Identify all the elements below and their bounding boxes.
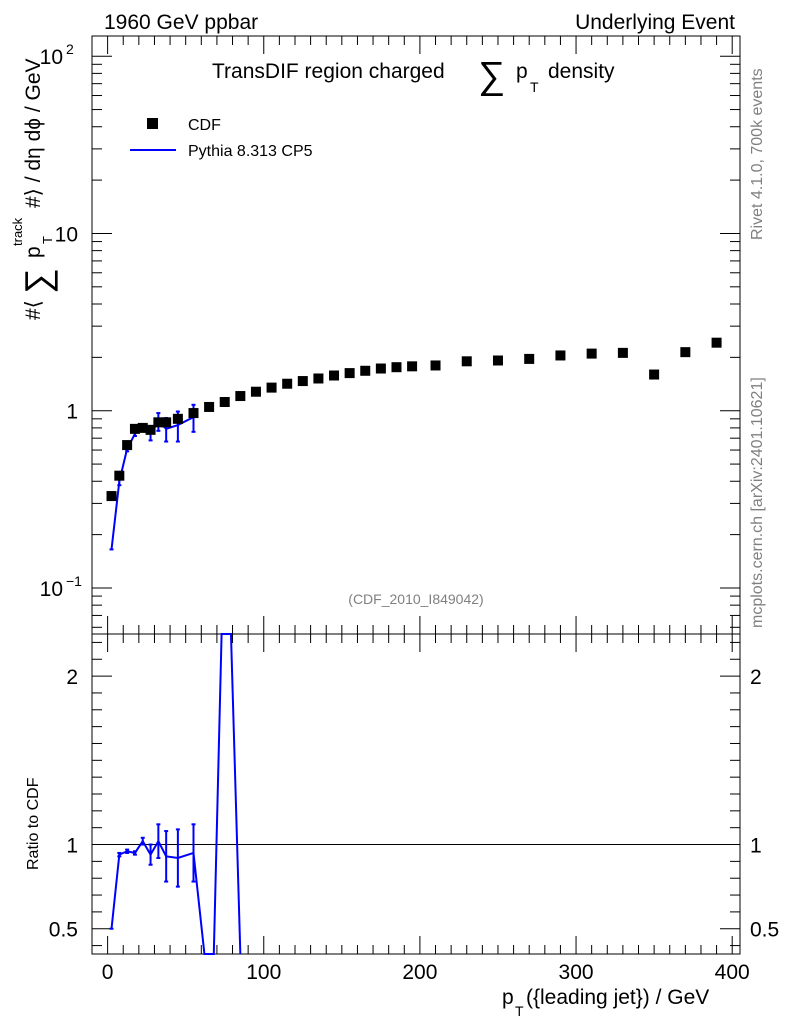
x-tick-label: 0 [102,961,114,984]
cdf-data-point [137,422,148,433]
legend-mc-label: Pythia 8.313 CP5 [188,143,313,160]
svg-text:density: density [548,60,615,83]
plot-title: TransDIF region charged ∑ p T density [212,55,615,97]
cdf-data-point [430,360,441,371]
cdf-data-point [680,347,691,358]
rivet-label: Rivet 4.1.0, 700k events [749,68,766,240]
main-ylabel: #⟨ ∑ p track T #⟩ / dη dϕ / GeV [10,58,58,320]
cdf-data-point [145,424,156,435]
ratio-y-tick-label: 1 [66,835,78,858]
cdf-data-point [555,350,566,361]
legend-data-marker [147,118,158,129]
ratio-ylabel: Ratio to CDF [25,777,42,870]
svg-text:TransDIF region charged: TransDIF region charged [212,60,445,83]
legend-data-label: CDF [188,117,221,134]
svg-text:∑: ∑ [478,55,505,97]
cdf-data-point [375,363,386,374]
ratio-y-tick-label-right: 1 [750,835,762,858]
cdf-data-point [649,369,660,380]
cdf-data-point [407,361,418,372]
y-tick-exponent: −1 [66,573,82,589]
x-tick-label: 100 [246,961,281,984]
svg-text:track: track [10,217,25,246]
cdf-data-point [297,376,308,387]
cdf-data-point [492,355,503,366]
y-tick-label: 10 [55,223,78,246]
x-tick-label: 400 [715,961,750,984]
svg-text:T: T [530,79,539,95]
mc-series-line [110,416,194,550]
ratio-y-tick-label-right: 2 [750,666,762,689]
svg-text:T: T [515,1003,524,1019]
header-left: 1960 GeV ppbar [104,11,258,34]
svg-text:p: p [22,246,45,258]
cdf-data-point [161,417,172,428]
cdf-data-point [235,391,246,402]
analysis-id: (CDF_2010_I849042) [348,591,483,607]
cdf-data-point [329,370,340,381]
cdf-data-point [106,491,117,502]
x-tick-label: 300 [559,961,594,984]
cdf-data-point [188,408,199,419]
cdf-data-point [711,337,722,348]
svg-text:#⟨: #⟨ [22,300,45,320]
ratio-y-tick-label: 0.5 [49,919,78,942]
y-tick-label: 10 [40,46,63,69]
y-tick-label: 10 [40,578,63,601]
cdf-data-point [172,413,183,424]
svg-text:T: T [40,236,55,244]
cdf-data-point [586,348,597,359]
ratio-y-tick-label-right: 0.5 [750,919,779,942]
cdf-data-point [122,440,133,451]
x-axis-label: p T ({leading jet}) / GeV [502,986,709,1019]
data-marks [92,337,740,955]
cdf-data-point [524,353,535,364]
ratio-y-tick-label: 2 [66,666,78,689]
cdf-data-point [391,362,402,373]
svg-text:({leading jet}) / GeV: ({leading jet}) / GeV [526,986,709,1009]
svg-text:#⟩ / dη dϕ / GeV: #⟩ / dη dϕ / GeV [22,58,45,208]
cdf-data-point [114,470,125,481]
mcplots-label: mcplots.cern.ch [arXiv:2401.10621] [749,377,766,628]
ratio-plot-frame [91,633,741,955]
x-tick-label: 200 [402,961,437,984]
svg-text:∑: ∑ [17,268,58,294]
cdf-data-point [250,386,261,397]
ratio-series-line [110,633,242,955]
cdf-data-point [129,423,140,434]
cdf-data-point [266,382,277,393]
y-tick-label: 1 [66,401,78,424]
cdf-data-point [219,396,230,407]
cdf-data-point [282,378,293,389]
y-tick-exponent: 2 [66,41,74,57]
cdf-data-point [153,417,164,428]
header-right: Underlying Event [575,11,735,34]
svg-text:p: p [502,986,514,1009]
cdf-data-point [204,401,215,412]
cdf-data-point [360,365,371,376]
cdf-data-point [617,347,628,358]
svg-text:p: p [516,60,528,83]
legend: CDF Pythia 8.313 CP5 [130,117,313,160]
cdf-data-point [344,368,355,379]
cdf-data-point [461,356,472,367]
cdf-data-point [313,373,324,384]
